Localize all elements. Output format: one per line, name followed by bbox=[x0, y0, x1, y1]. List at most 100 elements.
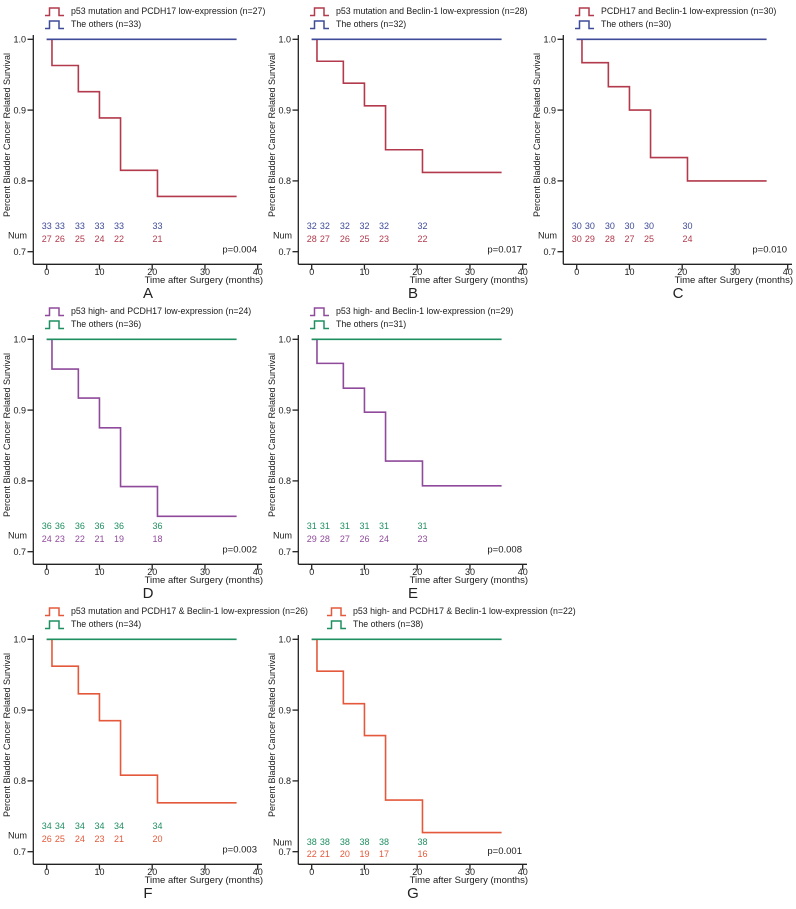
at-risk-row-control: 33 33 33 33 33 33 bbox=[42, 221, 163, 231]
num-label: Num bbox=[538, 231, 557, 241]
y-tick-label: 0.8 bbox=[13, 776, 26, 786]
km-chart-e: 1.0 0.9 0.8 0.7 0 10 20 30 40 Percent Bladder Can… bbox=[267, 335, 528, 587]
at-risk-value: 28 bbox=[320, 534, 330, 544]
x-tick-label: 40 bbox=[253, 267, 263, 277]
km-chart-c: 1.0 0.9 0.8 0.7 0 10 20 30 40 Percent Bladder Can… bbox=[532, 35, 793, 287]
km-panel-a: p53 mutation and PCDH17 low-expression (… bbox=[0, 0, 266, 302]
at-risk-value: 25 bbox=[55, 834, 65, 844]
at-risk-value: 33 bbox=[114, 221, 124, 231]
at-risk-value: 25 bbox=[359, 234, 369, 244]
km-panel-b: p53 mutation and Beclin-1 low-expression… bbox=[265, 0, 530, 302]
legend-step-icon bbox=[327, 607, 346, 617]
num-label: Num bbox=[273, 531, 292, 541]
at-risk-value: 22 bbox=[417, 234, 427, 244]
y-tick-label: 0.7 bbox=[13, 547, 26, 557]
at-risk-row-risk: 24 23 22 21 19 18 bbox=[42, 534, 163, 544]
x-tick-label: 40 bbox=[518, 567, 528, 577]
at-risk-value: 23 bbox=[417, 534, 427, 544]
legend-item-risk: p53 high- and PCDH17 & Beclin-1 low-expr… bbox=[326, 605, 576, 617]
legend-step-icon bbox=[45, 620, 64, 630]
y-tick-label: 0.9 bbox=[278, 705, 291, 715]
y-tick-label: 0.9 bbox=[13, 105, 26, 115]
at-risk-value: 36 bbox=[94, 521, 104, 531]
x-axis-label: Time after Surgery (months) bbox=[145, 575, 263, 586]
at-risk-value: 22 bbox=[307, 849, 317, 859]
x-axis-label: Time after Surgery (months) bbox=[410, 275, 528, 286]
at-risk-value: 34 bbox=[152, 821, 162, 831]
x-tick-label: 30 bbox=[465, 267, 475, 277]
panel-letter-b: B bbox=[407, 285, 418, 302]
at-risk-value: 29 bbox=[585, 234, 595, 244]
at-risk-value: 21 bbox=[320, 849, 330, 859]
legend-step-icon bbox=[310, 307, 329, 317]
at-risk-value: 24 bbox=[682, 234, 692, 244]
at-risk-value: 29 bbox=[307, 534, 317, 544]
at-risk-row-risk: 29 28 27 26 24 23 bbox=[307, 534, 428, 544]
x-tick-label: 10 bbox=[359, 267, 369, 277]
legend-b: p53 mutation and Beclin-1 low-expression… bbox=[309, 0, 530, 30]
at-risk-value: 38 bbox=[359, 837, 369, 847]
y-tick-label: 1.0 bbox=[278, 35, 291, 45]
risk-curve bbox=[311, 638, 502, 834]
x-tick-label: 10 bbox=[94, 567, 104, 577]
at-risk-value: 21 bbox=[94, 534, 104, 544]
legend-label-risk: p53 high- and PCDH17 & Beclin-1 low-expr… bbox=[353, 605, 576, 616]
x-tick-label: 40 bbox=[253, 567, 263, 577]
at-risk-value: 32 bbox=[417, 221, 427, 231]
at-risk-value: 33 bbox=[42, 221, 52, 231]
legend-item-control: The others (n=38) bbox=[326, 618, 530, 630]
at-risk-value: 36 bbox=[152, 521, 162, 531]
y-axis-label: Percent Bladder Cancer Related Survival bbox=[267, 653, 277, 817]
at-risk-value: 19 bbox=[359, 849, 369, 859]
x-tick-label: 10 bbox=[624, 267, 634, 277]
x-tick-label: 0 bbox=[44, 867, 49, 877]
p-value-label: p=0.010 bbox=[752, 245, 787, 256]
panel-letter-f: F bbox=[143, 885, 153, 902]
at-risk-value: 20 bbox=[152, 834, 162, 844]
panel-letter-a: A bbox=[142, 285, 153, 302]
at-risk-value: 24 bbox=[75, 834, 85, 844]
at-risk-row-risk: 30 29 28 27 25 24 bbox=[572, 234, 693, 244]
y-tick-label: 1.0 bbox=[13, 35, 26, 45]
at-risk-value: 26 bbox=[359, 534, 369, 544]
legend-label-control: The others (n=30) bbox=[601, 18, 672, 29]
num-label: Num bbox=[8, 831, 27, 841]
legend-label-risk: PCDH17 and Beclin-1 low-expression (n=30… bbox=[601, 5, 777, 16]
legend-item-control: The others (n=32) bbox=[309, 18, 530, 30]
km-chart-f: 1.0 0.9 0.8 0.7 0 10 20 30 40 Percent Bladder Can… bbox=[2, 635, 263, 887]
legend-step-icon bbox=[575, 20, 594, 30]
x-tick-label: 20 bbox=[147, 267, 157, 277]
x-tick-label: 40 bbox=[783, 267, 793, 277]
panel-letter-g: G bbox=[407, 885, 419, 902]
x-tick-label: 10 bbox=[94, 267, 104, 277]
at-risk-value: 27 bbox=[624, 234, 634, 244]
p-value-label: p=0.001 bbox=[487, 846, 522, 857]
x-tick-label: 0 bbox=[574, 267, 579, 277]
at-risk-value: 26 bbox=[42, 834, 52, 844]
x-tick-label: 0 bbox=[309, 567, 314, 577]
panel-letter-e: E bbox=[407, 585, 418, 602]
at-risk-value: 30 bbox=[572, 234, 582, 244]
legend-label-control: The others (n=33) bbox=[71, 18, 142, 29]
p-value-label: p=0.004 bbox=[222, 245, 257, 256]
at-risk-value: 32 bbox=[340, 221, 350, 231]
at-risk-row-control: 36 36 36 36 36 36 bbox=[42, 521, 163, 531]
at-risk-row-control: 32 32 32 32 32 32 bbox=[307, 221, 428, 231]
legend-g: p53 high- and PCDH17 & Beclin-1 low-expr… bbox=[326, 600, 576, 630]
legend-label-risk: p53 high- and Beclin-1 low-expression (n… bbox=[336, 305, 514, 316]
x-tick-label: 0 bbox=[309, 867, 314, 877]
y-tick-label: 0.9 bbox=[543, 105, 556, 115]
at-risk-value: 25 bbox=[75, 234, 85, 244]
at-risk-value: 34 bbox=[75, 821, 85, 831]
at-risk-value: 33 bbox=[55, 221, 65, 231]
at-risk-value: 38 bbox=[340, 837, 350, 847]
legend-item-control: The others (n=33) bbox=[44, 18, 265, 30]
legend-item-risk: p53 high- and Beclin-1 low-expression (n… bbox=[309, 305, 530, 317]
at-risk-value: 24 bbox=[94, 234, 104, 244]
y-tick-label: 1.0 bbox=[278, 635, 291, 645]
legend-label-risk: p53 mutation and PCDH17 low-expression (… bbox=[71, 5, 266, 16]
legend-step-icon bbox=[45, 7, 64, 17]
p-value-label: p=0.017 bbox=[487, 245, 522, 256]
legend-step-icon bbox=[327, 620, 346, 630]
at-risk-value: 31 bbox=[417, 521, 427, 531]
